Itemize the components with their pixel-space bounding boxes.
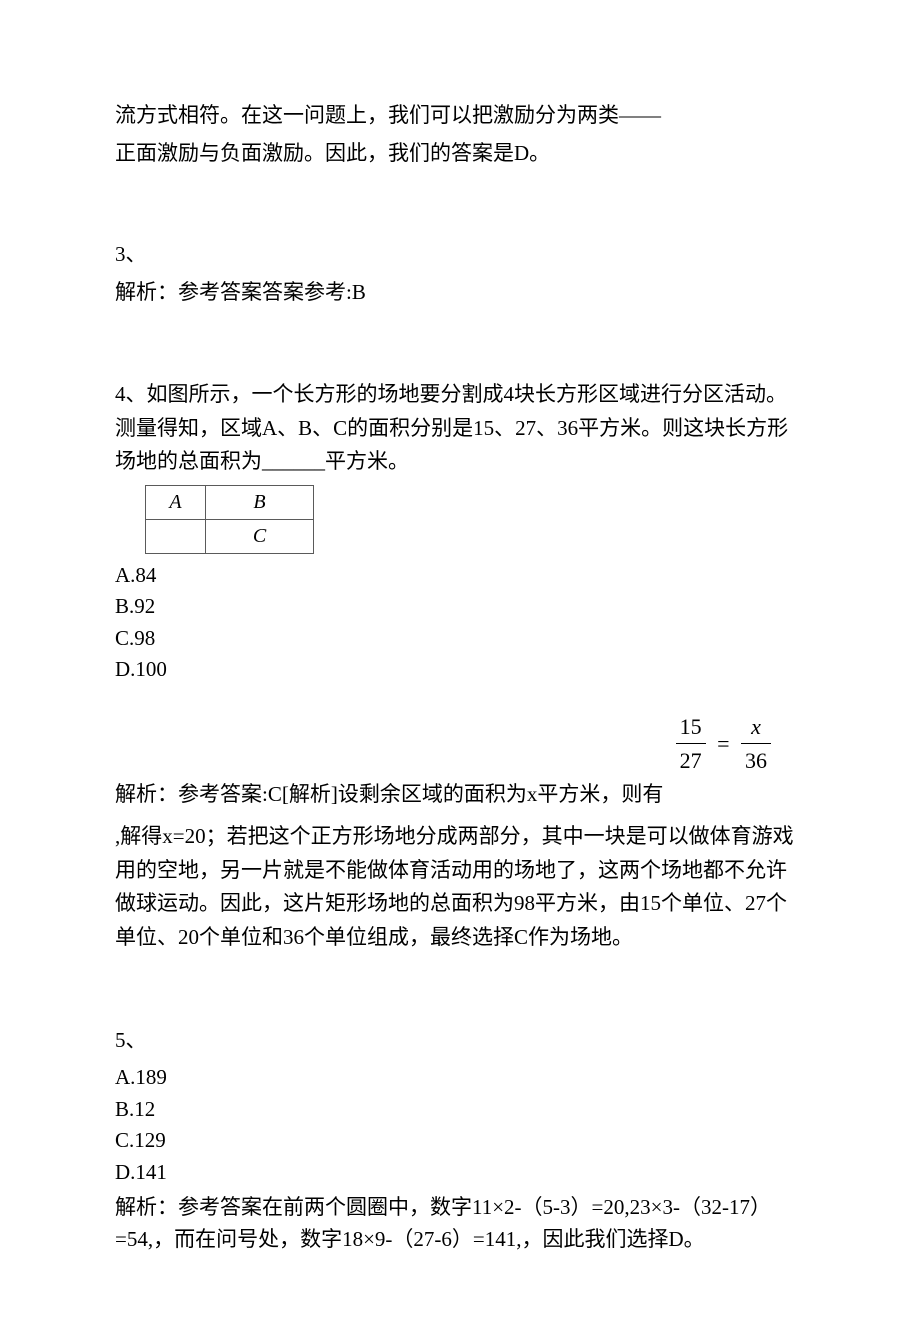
- q5-analysis: 解析：参考答案在前两个圆圈中，数字11×2-（5-3）=20,23×3-（32-…: [115, 1192, 805, 1255]
- frac-num: x: [741, 710, 771, 743]
- intro-line-1: 流方式相符。在这一问题上，我们可以把激励分为两类——: [115, 100, 805, 132]
- q4-option-d: D.100: [115, 654, 805, 686]
- q5-options: A.189 B.12 C.129 D.141: [115, 1062, 805, 1188]
- intro-line-2: 正面激励与负面激励。因此，我们的答案是D。: [115, 138, 805, 170]
- q5-option-d: D.141: [115, 1157, 805, 1189]
- q5-number: 5、: [115, 1025, 805, 1057]
- q5-option-b: B.12: [115, 1094, 805, 1126]
- cell-a: A: [146, 485, 206, 519]
- q4-analysis-body: ,解得x=20；若把这个正方形场地分成两部分，其中一块是可以做体育游戏用的空地，…: [115, 820, 805, 954]
- cell-b: B: [206, 485, 314, 519]
- q4-stem: 4、如图所示，一个长方形的场地要分割成4块长方形区域进行分区活动。测量得知，区域…: [115, 378, 805, 479]
- spacer: [115, 314, 805, 378]
- frac-den: 36: [741, 743, 771, 777]
- cell-c: C: [206, 519, 314, 553]
- fraction-right: x 36: [741, 710, 771, 777]
- frac-num: 15: [676, 710, 706, 743]
- q4-equation: 15 27 = x 36: [115, 710, 805, 777]
- partition-table: A B C: [145, 485, 314, 554]
- q3-number: 3、: [115, 239, 805, 271]
- q4-options: A.84 B.92 C.98 D.100: [115, 560, 805, 686]
- spacer: [115, 175, 805, 239]
- fraction-left: 15 27: [676, 710, 706, 777]
- q4-figure: A B C: [145, 485, 805, 554]
- spacer: [115, 686, 805, 710]
- q5-option-c: C.129: [115, 1125, 805, 1157]
- q5-option-a: A.189: [115, 1062, 805, 1094]
- frac-den: 27: [676, 743, 706, 777]
- q4-analysis-prefix: 解析：参考答案:C[解析]设剩余区域的面积为x平方米，则有: [115, 779, 805, 811]
- q4-option-a: A.84: [115, 560, 805, 592]
- q4-option-b: B.92: [115, 591, 805, 623]
- q4-option-c: C.98: [115, 623, 805, 655]
- cell-blank: [146, 519, 206, 553]
- q3-analysis: 解析：参考答案答案参考:B: [115, 277, 805, 309]
- equals-sign: =: [715, 727, 731, 760]
- spacer: [115, 961, 805, 1025]
